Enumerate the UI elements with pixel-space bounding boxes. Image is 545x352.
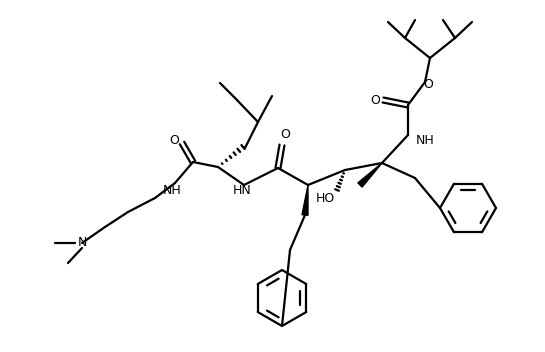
- Text: NH: NH: [162, 184, 181, 197]
- Text: O: O: [370, 94, 380, 107]
- Text: O: O: [423, 78, 433, 92]
- Text: N: N: [77, 237, 87, 250]
- Polygon shape: [358, 163, 382, 187]
- Polygon shape: [302, 185, 308, 215]
- Text: HN: HN: [233, 183, 251, 196]
- Text: O: O: [169, 134, 179, 147]
- Text: O: O: [280, 128, 290, 142]
- Text: HO: HO: [316, 191, 335, 205]
- Text: NH: NH: [416, 133, 435, 146]
